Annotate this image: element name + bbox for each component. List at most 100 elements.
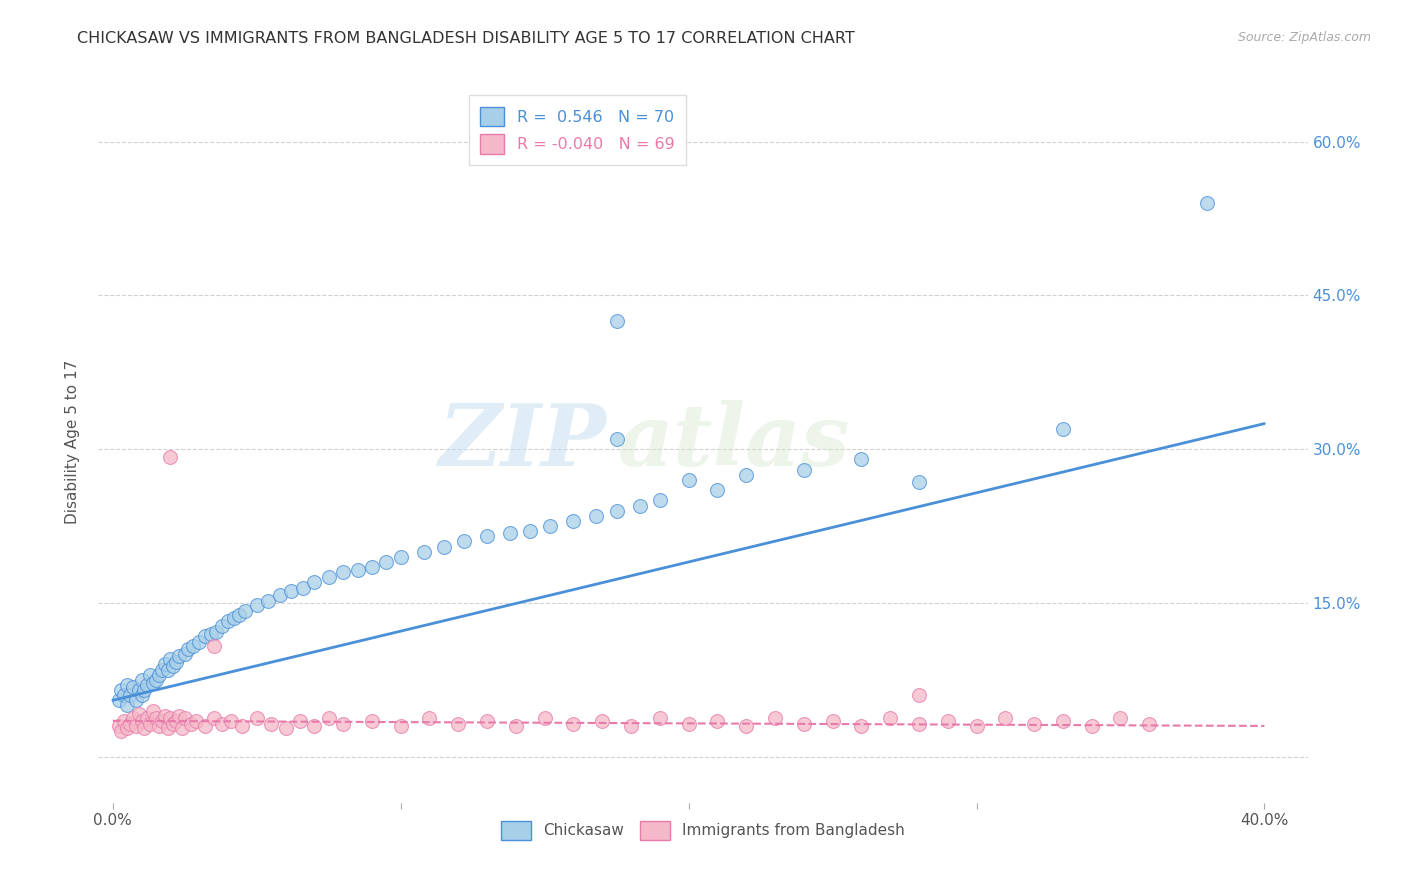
Point	[173, 647, 195, 661]
Point	[205, 624, 228, 639]
Point	[908, 688, 931, 702]
Point	[131, 673, 153, 687]
Point	[304, 719, 326, 733]
Point	[1137, 717, 1160, 731]
Point	[1052, 714, 1074, 728]
Point	[150, 663, 173, 677]
Point	[879, 711, 901, 725]
Text: CHICKASAW VS IMMIGRANTS FROM BANGLADESH DISABILITY AGE 5 TO 17 CORRELATION CHART: CHICKASAW VS IMMIGRANTS FROM BANGLADESH …	[77, 31, 855, 46]
Point	[139, 717, 162, 731]
Point	[246, 598, 269, 612]
Point	[418, 711, 440, 725]
Text: ZIP: ZIP	[439, 400, 606, 483]
Point	[173, 711, 195, 725]
Text: Source: ZipAtlas.com: Source: ZipAtlas.com	[1237, 31, 1371, 45]
Point	[361, 714, 384, 728]
Point	[475, 714, 498, 728]
Point	[107, 693, 129, 707]
Point	[217, 615, 239, 629]
Point	[162, 717, 184, 731]
Point	[389, 549, 412, 564]
Point	[145, 673, 167, 687]
Text: atlas: atlas	[619, 400, 851, 483]
Point	[136, 678, 159, 692]
Point	[260, 717, 283, 731]
Point	[167, 708, 190, 723]
Point	[706, 483, 728, 498]
Point	[131, 714, 153, 728]
Point	[125, 693, 148, 707]
Point	[453, 534, 475, 549]
Point	[475, 529, 498, 543]
Point	[735, 719, 758, 733]
Point	[606, 432, 628, 446]
Point	[202, 639, 225, 653]
Point	[1052, 422, 1074, 436]
Point	[112, 688, 135, 702]
Point	[142, 676, 165, 690]
Point	[678, 717, 700, 731]
Point	[150, 714, 173, 728]
Point	[1195, 196, 1218, 211]
Point	[648, 711, 671, 725]
Point	[257, 594, 280, 608]
Point	[125, 719, 148, 733]
Point	[288, 714, 311, 728]
Point	[706, 714, 728, 728]
Point	[134, 721, 156, 735]
Point	[186, 714, 208, 728]
Point	[908, 475, 931, 489]
Point	[851, 452, 873, 467]
Point	[153, 657, 176, 672]
Point	[231, 719, 253, 733]
Point	[170, 721, 193, 735]
Point	[499, 526, 522, 541]
Point	[159, 652, 181, 666]
Point	[763, 711, 786, 725]
Point	[332, 717, 354, 731]
Point	[211, 618, 233, 632]
Point	[821, 714, 844, 728]
Point	[159, 450, 181, 465]
Point	[162, 659, 184, 673]
Point	[361, 560, 384, 574]
Point	[167, 649, 190, 664]
Point	[165, 656, 187, 670]
Point	[139, 667, 162, 681]
Point	[211, 717, 233, 731]
Point	[332, 565, 354, 579]
Point	[202, 711, 225, 725]
Point	[291, 581, 314, 595]
Point	[274, 721, 297, 735]
Point	[128, 683, 150, 698]
Point	[128, 706, 150, 721]
Point	[538, 519, 561, 533]
Point	[389, 719, 412, 733]
Point	[447, 717, 470, 731]
Point	[1022, 717, 1045, 731]
Point	[131, 688, 153, 702]
Point	[908, 717, 931, 731]
Point	[165, 714, 187, 728]
Point	[628, 499, 651, 513]
Point	[159, 711, 181, 725]
Point	[222, 611, 245, 625]
Point	[228, 608, 250, 623]
Point	[1109, 711, 1132, 725]
Point	[246, 711, 269, 725]
Point	[280, 583, 302, 598]
Point	[793, 463, 815, 477]
Point	[851, 719, 873, 733]
Point	[936, 714, 959, 728]
Point	[156, 721, 179, 735]
Point	[107, 719, 129, 733]
Point	[304, 575, 326, 590]
Point	[966, 719, 988, 733]
Point	[505, 719, 527, 733]
Point	[148, 667, 170, 681]
Point	[142, 704, 165, 718]
Point	[994, 711, 1017, 725]
Point	[122, 680, 145, 694]
Point	[145, 711, 167, 725]
Point	[176, 642, 198, 657]
